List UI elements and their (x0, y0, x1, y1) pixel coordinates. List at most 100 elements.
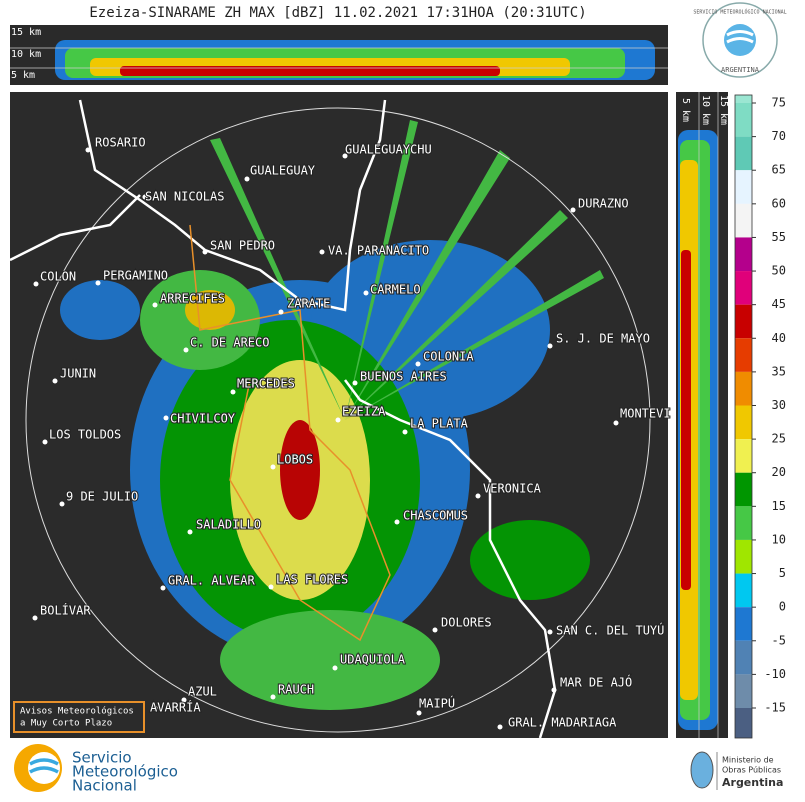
city-label: CHIVILCOY (170, 412, 236, 426)
city-label: SALADILLO (196, 518, 261, 532)
city-dot (52, 378, 58, 384)
city-dot (342, 153, 348, 159)
city-dot (32, 615, 38, 621)
city-label: MAIPÚ (419, 696, 455, 711)
city-dot (432, 627, 438, 633)
badge-text: SERVICIO METEOROLÓGICO NACIONAL (693, 9, 786, 16)
colorbar-tick-label: 40 (772, 331, 786, 345)
colorbar-band (735, 708, 752, 738)
colorbar-band (735, 304, 752, 339)
city-dot (181, 697, 187, 703)
echo-ray (210, 120, 604, 420)
city-label: 9 DE JULIO (66, 490, 138, 504)
river (78, 99, 387, 312)
colorbar-tick-label: 55 (772, 230, 786, 244)
echo (681, 250, 691, 590)
city-label: S. J. DE MAYO (556, 332, 650, 346)
city-label: DOLORES (441, 616, 492, 630)
city-label: SAN NICOLAS (145, 190, 224, 204)
city-label: LOS TOLDOS (49, 428, 121, 442)
logo-text: Nacional (72, 777, 137, 795)
city-dot (152, 705, 158, 711)
colorbar-band (735, 136, 752, 171)
colorbar-frame (734, 94, 753, 739)
city-dot (142, 194, 148, 200)
city-label: CARMELO (370, 283, 421, 297)
city-dot (416, 710, 422, 716)
city-dot (278, 309, 284, 315)
range-ring (25, 107, 651, 733)
city-dot (319, 249, 325, 255)
city-dot (183, 347, 189, 353)
city-label: JUNIN (60, 367, 96, 381)
colorbar-tick-label: 45 (772, 297, 786, 311)
city-dot (613, 420, 619, 426)
colorbar-band (735, 405, 752, 440)
logo-text: Meteorológico (72, 763, 178, 781)
city-label: BOLÍVAR (40, 603, 91, 618)
city-dot (402, 429, 408, 435)
city-dot (547, 629, 553, 635)
logo-text: Servicio (72, 749, 132, 767)
city-label: ROSARIO (95, 136, 146, 150)
city-label: GRAL. ALVEAR (168, 574, 255, 588)
colorbar-band (735, 506, 752, 540)
badge-logo (726, 30, 754, 44)
city-label: ARRECIFES (160, 292, 225, 306)
colorbar-tick-label: 0 (779, 600, 786, 614)
colorbar-tick-label: -10 (764, 667, 786, 681)
city-dot (475, 493, 481, 499)
colorbar-tick-label: 70 (772, 129, 786, 143)
colorbar-band (735, 95, 752, 103)
city-dot (270, 694, 276, 700)
ministry-text: Argentina (722, 776, 783, 789)
badge-text: ARGENTINA (721, 66, 760, 74)
colorbar-band (735, 607, 752, 641)
city-label: SAN PEDRO (210, 239, 275, 253)
ministry-text: Obras Públicas (722, 766, 781, 775)
city-dot (202, 249, 208, 255)
city-dot (33, 281, 39, 287)
height-label: 10 km (700, 95, 711, 125)
city-label: ZARATE (287, 297, 330, 311)
colorbar-band (735, 539, 752, 574)
city-dot (415, 361, 421, 367)
echo (220, 610, 440, 710)
colorbar-tick-label: -5 (772, 633, 786, 647)
notice-box[interactable] (13, 701, 145, 733)
city-dot (497, 724, 503, 730)
colorbar-tick-label: 75 (772, 96, 786, 110)
city-label: LAS FLORES (276, 573, 348, 587)
city-dot (244, 176, 250, 182)
colorbar-band (735, 573, 752, 608)
echo (470, 520, 590, 600)
ministry-text: Ministerio de (722, 756, 774, 765)
city-dot (160, 585, 166, 591)
height-label: 15 km (11, 27, 41, 38)
city-label: DURAZNO (578, 197, 629, 211)
height-label: 5 km (680, 98, 691, 122)
notice-text: Avisos Meteorológicos (20, 706, 134, 717)
city-label: RAUCH (278, 683, 314, 697)
city-label: EZEIZA (342, 405, 386, 419)
city-label: COLONIA (423, 350, 474, 364)
logo-mark (29, 758, 59, 774)
warning-area (189, 224, 391, 642)
city-dot (363, 290, 369, 296)
city-dot (163, 415, 169, 421)
colorbar-tick-label: 10 (772, 532, 786, 546)
echo (60, 280, 140, 340)
city-label: PERGAMINO (103, 269, 168, 283)
city-label: MAR DE AJÓ (560, 675, 632, 690)
city-dot (547, 343, 553, 349)
city-label: LOBOS (277, 453, 313, 467)
height-label: 15 km (718, 95, 729, 125)
colorbar-tick-label: 5 (779, 566, 786, 580)
city-dot (352, 380, 358, 386)
city-label: VA. PARANACITO (328, 244, 429, 258)
city-label: MONTEVI (620, 407, 671, 421)
notice-text: a Muy Corto Plazo (20, 719, 112, 729)
echo (120, 66, 500, 76)
city-label: MERCEDES (237, 377, 295, 391)
